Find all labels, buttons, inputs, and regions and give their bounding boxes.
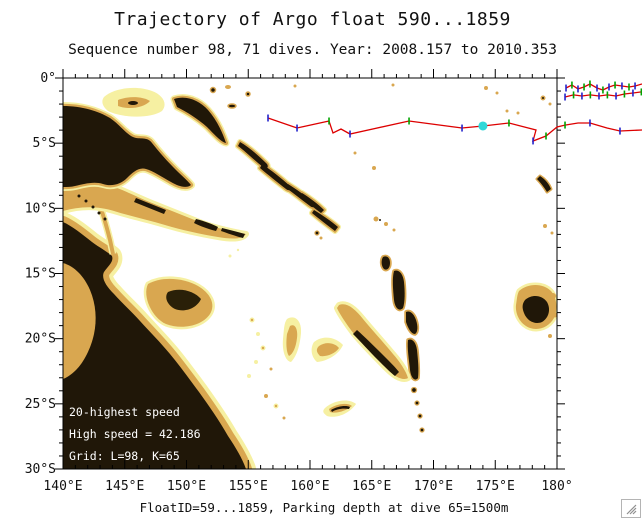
land-solomons [235,139,376,240]
resize-grip[interactable] [621,499,641,518]
lat-label: 20°S [25,332,56,347]
lat-label: 30°S [25,462,56,477]
land-papua-shelf [63,178,249,242]
lat-label: 15°S [25,267,56,282]
stats-line-high-speed: High speed = 42.186 [69,427,201,441]
lon-label: 170°E [414,479,453,494]
land-bismarck [102,85,251,147]
land-new-caledonia [282,301,411,417]
land-reef-specks [77,83,552,420]
lon-label: 175°E [476,479,515,494]
lon-label: 150°E [167,479,206,494]
land-australia [63,201,256,469]
lon-label: 160°E [290,479,329,494]
axis-ticks [55,69,565,470]
land-vanuatu [379,254,425,433]
land-fiji [513,174,557,338]
lon-label: 165°E [352,479,391,494]
figure-caption: FloatID=59...1859, Parking depth at dive… [139,500,509,515]
land-santa-cruz [373,216,396,232]
float-trajectory [267,80,642,145]
lat-label: 25°S [25,397,56,412]
lon-label: 180° [541,479,572,494]
lat-label: 0° [40,71,56,86]
lon-label: 145°E [105,479,144,494]
land-layer [63,83,557,469]
page-title: Trajectory of Argo float 590...1859 [114,9,511,30]
stats-line-grid: Grid: L=98, K=65 [69,449,180,463]
trajectory-path-east-lower [564,91,642,98]
land-new-guinea [63,102,195,191]
lat-label: 5°S [33,136,56,151]
lon-label: 140°E [43,479,82,494]
highlight-dive-point [478,121,488,131]
stats-line-speed-count: 20-highest speed [69,405,180,419]
axis-labels: 140°E 145°E 150°E 155°E 160°E 165°E 170°E 175°E… [25,71,573,494]
trajectory-path-main [267,117,642,143]
page-subtitle: Sequence number 98, 71 dives. Year: 2008… [68,42,557,58]
lat-label: 10°S [25,201,56,216]
lon-label: 155°E [229,479,268,494]
